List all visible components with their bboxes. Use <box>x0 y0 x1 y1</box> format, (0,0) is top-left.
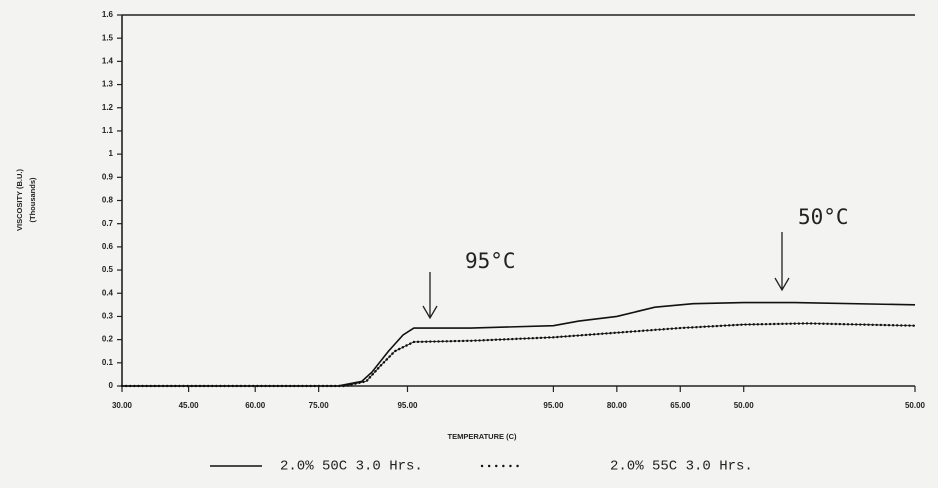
axis-frame <box>121 14 915 387</box>
series-line-core <box>122 322 916 387</box>
y-tick-label: 1.5 <box>102 33 114 42</box>
x-tick-label: 95.00 <box>397 401 418 410</box>
y-axis-title: VISCOSITY (B.U.) <box>15 169 24 231</box>
x-tick-label: 45.00 <box>179 401 200 410</box>
x-tick-label: 30.00 <box>112 401 133 410</box>
y-tick-label: 1.6 <box>102 10 114 19</box>
y-tick-label: 1.3 <box>102 80 114 89</box>
annotation-arrow <box>774 232 790 292</box>
y-axis-subtitle: (Thousands) <box>28 177 37 222</box>
series-line <box>122 301 916 387</box>
y-tick-label: 0.9 <box>102 172 114 181</box>
y-tick-label: 1.4 <box>102 56 114 65</box>
series-line <box>120 322 917 388</box>
y-tick-label: 1.1 <box>102 126 114 135</box>
y-tick-label: 1.2 <box>102 103 114 112</box>
y-tick-label: 0 <box>109 381 114 390</box>
y-tick-label: 0.1 <box>102 358 114 367</box>
y-tick-label: 0.4 <box>102 288 114 297</box>
y-tick-label: 0.6 <box>102 242 114 251</box>
x-tick-label: 95.00 <box>543 401 564 410</box>
y-tick-label: 0.3 <box>102 312 114 321</box>
x-axis-title: TEMPERATURE (C) <box>447 432 517 441</box>
y-tick-label: 0.8 <box>102 196 114 205</box>
y-tick-label: 0.5 <box>102 265 114 274</box>
x-tick-label: 50.00 <box>734 401 755 410</box>
annotation: 95°C <box>465 249 516 273</box>
x-tick-label: 65.00 <box>670 401 691 410</box>
y-tick-label: 0.2 <box>102 335 114 344</box>
x-tick-label: 50.00 <box>905 401 926 410</box>
y-tick-label: 0.7 <box>102 219 114 228</box>
annotation-arrow <box>422 272 438 320</box>
y-tick-label: 1 <box>109 149 114 158</box>
x-tick-label: 80.00 <box>607 401 628 410</box>
x-tick-label: 75.00 <box>309 401 330 410</box>
legend-label: 2.0% 55C 3.0 Hrs. <box>610 459 753 475</box>
legend-label: 2.0% 50C 3.0 Hrs. <box>280 459 423 475</box>
annotation: 50°C <box>798 205 849 229</box>
x-tick-label: 60.00 <box>245 401 266 410</box>
